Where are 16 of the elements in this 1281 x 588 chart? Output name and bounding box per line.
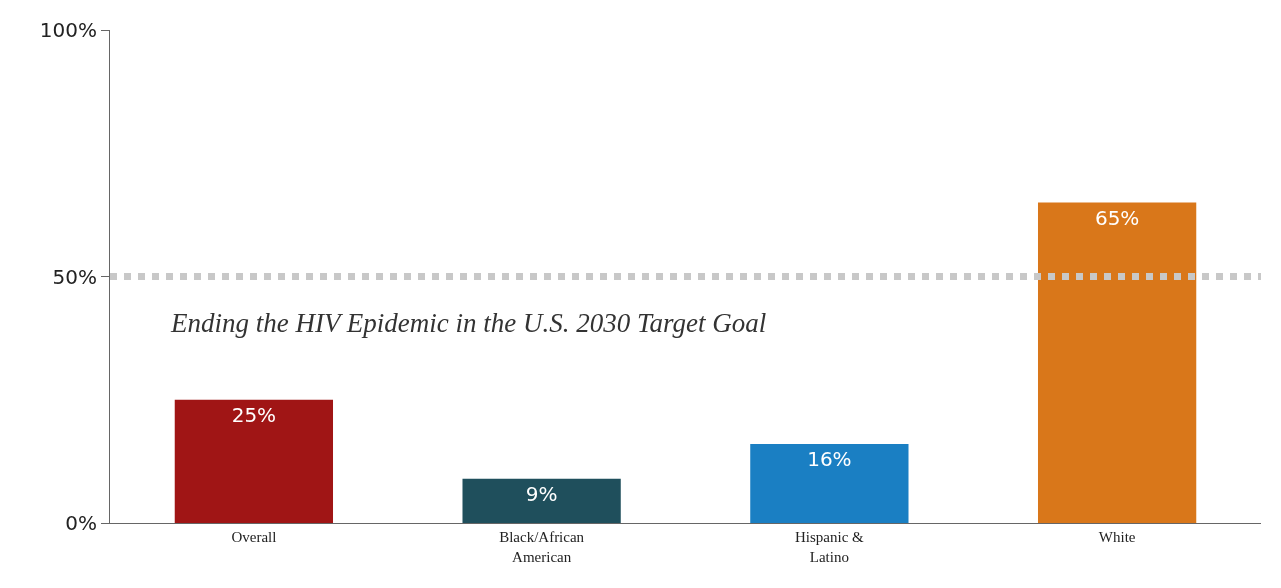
bar <box>1037 202 1197 523</box>
y-tick-label: 100% <box>39 18 97 42</box>
x-tick-label: Overall <box>231 529 277 545</box>
y-tick-label: 50% <box>52 264 97 289</box>
x-tick-label: Black/African American <box>499 529 585 565</box>
bar <box>174 399 334 523</box>
bar <box>750 444 909 523</box>
data-label: 16% <box>807 447 852 472</box>
ref-line-label: Ending the HIV Epidemic in the U.S. 2030 Target Goal <box>170 308 767 338</box>
bar <box>462 478 621 523</box>
data-label: 65% <box>1094 205 1140 230</box>
y-tick-label: 0% <box>65 511 97 535</box>
data-label: 25% <box>231 402 277 427</box>
x-tick-label: White <box>1098 529 1136 545</box>
x-tick-label: Hispanic & Latino <box>795 529 865 565</box>
data-label: 9% <box>525 481 558 506</box>
